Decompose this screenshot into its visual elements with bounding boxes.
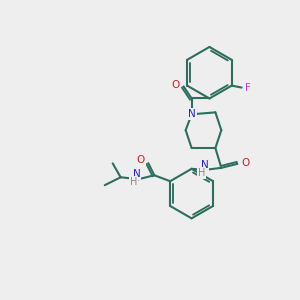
Text: H: H — [198, 168, 205, 178]
Text: H: H — [130, 177, 137, 187]
Text: N: N — [188, 109, 196, 119]
Text: O: O — [172, 80, 180, 90]
Text: N: N — [133, 169, 140, 179]
Text: F: F — [245, 82, 250, 93]
Text: O: O — [241, 158, 249, 168]
Text: N: N — [201, 160, 208, 170]
Text: O: O — [136, 155, 145, 165]
